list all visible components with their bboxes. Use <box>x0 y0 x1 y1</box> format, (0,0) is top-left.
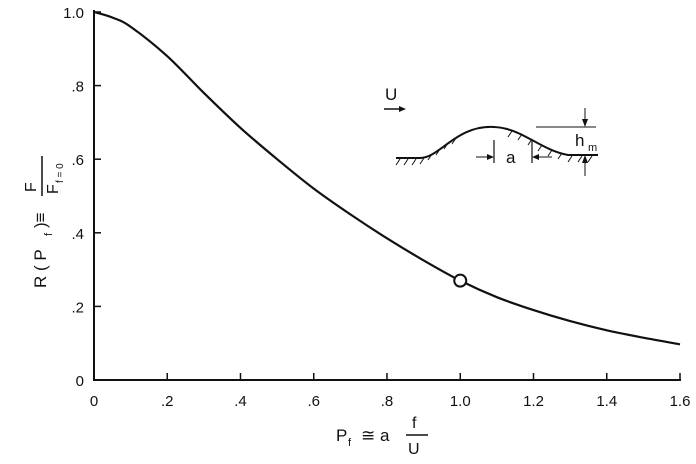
x-tick-label: 1.6 <box>670 393 691 410</box>
width-dimension <box>476 140 552 163</box>
x-label-frac-num: f <box>412 415 417 432</box>
y-tick-label: .8 <box>71 79 84 96</box>
y-tick-label: 0 <box>76 373 84 390</box>
y-label-frac-num: F <box>23 182 40 192</box>
x-tick-label: .6 <box>307 393 320 410</box>
highlight-point <box>453 273 468 288</box>
flow-arrow <box>384 106 406 112</box>
inset-height-sub: m <box>588 142 597 154</box>
x-label-frac-den: U <box>408 441 420 458</box>
x-tick-label: .4 <box>234 393 247 410</box>
height-dimension <box>536 108 596 176</box>
y-tick-label: .6 <box>71 152 84 169</box>
hatching <box>395 130 593 166</box>
tick-labels: 0 .2 .4 .6 .8 1.0 1.2 1.4 1.6 0 .2 .4 .6 .8 1.0 <box>63 5 690 410</box>
x-tick-label: .2 <box>161 393 174 410</box>
inset-height-label: h <box>575 131 584 150</box>
y-axis-label: R ( P f )≡ F F f = 0 <box>23 156 66 288</box>
x-tick-label: 1.0 <box>450 393 471 410</box>
y-label-main-sub: f <box>43 232 55 236</box>
y-tick-label: .4 <box>71 226 84 243</box>
ticks <box>93 11 681 381</box>
x-tick-label: .8 <box>381 393 394 410</box>
x-tick-label: 1.2 <box>523 393 544 410</box>
x-label-main-sub: f <box>348 437 352 449</box>
x-axis-label: P f ≅ a f U <box>336 415 428 458</box>
y-tick-label: .2 <box>71 299 84 316</box>
y-label-main: R ( P <box>31 249 50 288</box>
inset-width-label: a <box>506 148 516 167</box>
obstacle-profile <box>396 125 598 159</box>
x-label-relation: ≅ a <box>361 426 390 445</box>
axes <box>93 10 681 381</box>
y-label-close: )≡ <box>31 212 50 228</box>
series-line <box>93 10 681 346</box>
x-label-main: P <box>336 426 347 445</box>
inset-flow-label: U <box>385 85 397 104</box>
x-tick-label: 1.4 <box>596 393 617 410</box>
curve-layer <box>93 10 681 346</box>
y-tick-label: 1.0 <box>63 5 84 22</box>
x-tick-label: 0 <box>90 393 98 410</box>
y-label-frac-den-sub: f = 0 <box>55 163 66 183</box>
obstacle-inset: U <box>384 85 598 176</box>
y-label-frac-den: F <box>45 184 62 194</box>
